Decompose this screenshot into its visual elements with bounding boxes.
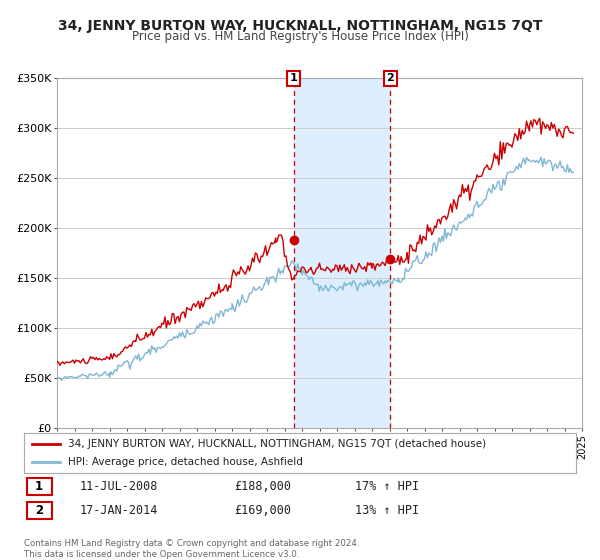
- FancyBboxPatch shape: [27, 502, 52, 519]
- Text: £169,000: £169,000: [234, 503, 291, 517]
- Text: 34, JENNY BURTON WAY, HUCKNALL, NOTTINGHAM, NG15 7QT: 34, JENNY BURTON WAY, HUCKNALL, NOTTINGH…: [58, 19, 542, 33]
- Text: 2: 2: [386, 73, 394, 83]
- Text: 34, JENNY BURTON WAY, HUCKNALL, NOTTINGHAM, NG15 7QT (detached house): 34, JENNY BURTON WAY, HUCKNALL, NOTTINGH…: [68, 439, 486, 449]
- Text: 17% ↑ HPI: 17% ↑ HPI: [355, 480, 419, 493]
- FancyBboxPatch shape: [27, 478, 52, 495]
- Text: Contains HM Land Registry data © Crown copyright and database right 2024.
This d: Contains HM Land Registry data © Crown c…: [24, 539, 359, 559]
- Text: 13% ↑ HPI: 13% ↑ HPI: [355, 503, 419, 517]
- Text: HPI: Average price, detached house, Ashfield: HPI: Average price, detached house, Ashf…: [68, 458, 303, 467]
- Text: £188,000: £188,000: [234, 480, 291, 493]
- Text: 11-JUL-2008: 11-JUL-2008: [79, 480, 158, 493]
- Text: 1: 1: [35, 480, 43, 493]
- Bar: [294, 78, 391, 428]
- Text: 17-JAN-2014: 17-JAN-2014: [79, 503, 158, 517]
- Text: 2: 2: [35, 503, 43, 517]
- Text: 1: 1: [290, 73, 298, 83]
- Text: Price paid vs. HM Land Registry's House Price Index (HPI): Price paid vs. HM Land Registry's House …: [131, 30, 469, 43]
